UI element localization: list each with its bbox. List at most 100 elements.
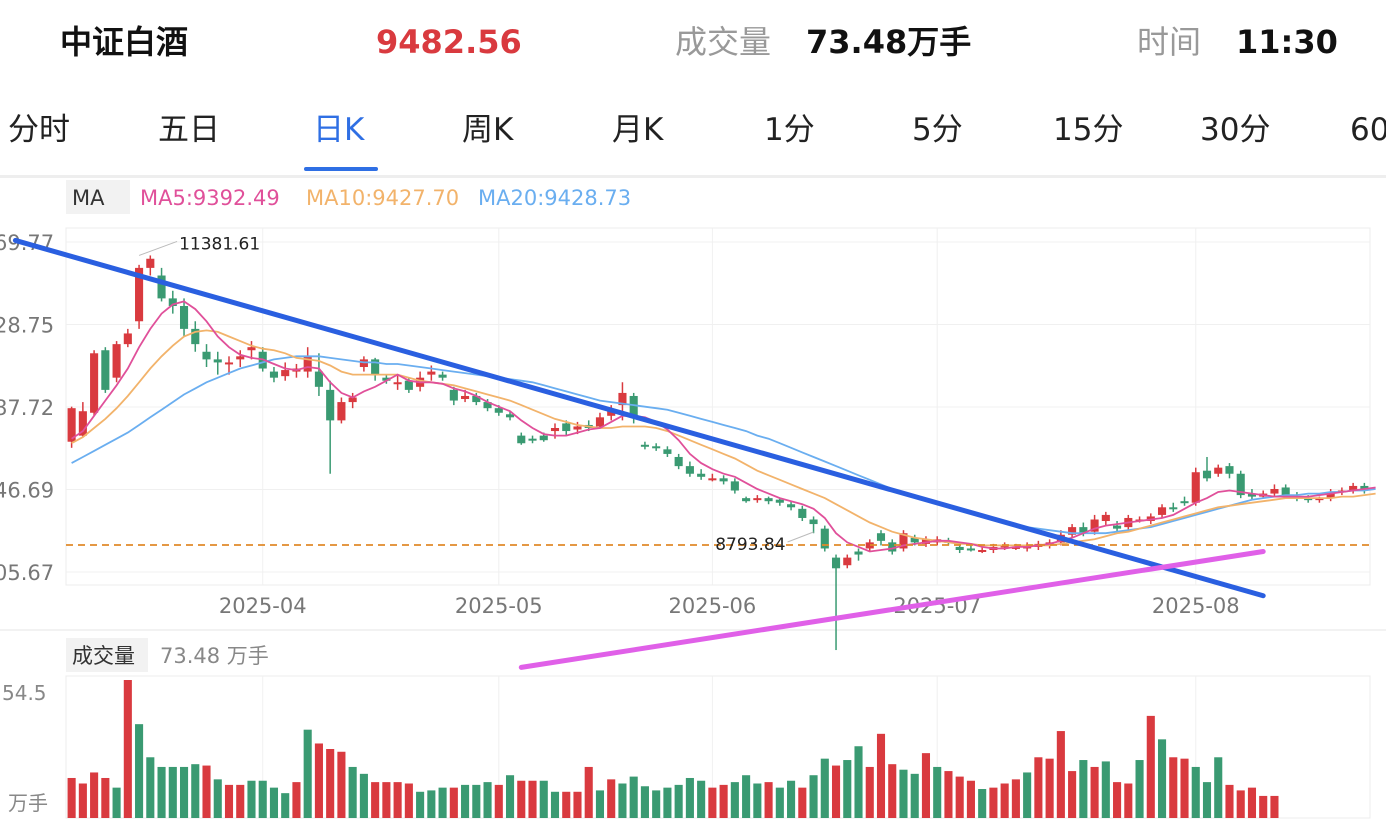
candle-body	[303, 356, 312, 372]
volume-bar	[135, 724, 144, 818]
candle-body	[1180, 501, 1189, 504]
candle-body	[393, 382, 402, 385]
tab-five-day[interactable]: 五日	[158, 112, 220, 148]
tab-weekly-k[interactable]: 周K	[462, 112, 514, 148]
candle-body	[843, 557, 852, 566]
ma-lines	[71, 300, 1376, 553]
candle-body	[708, 478, 717, 481]
volume-bar	[371, 782, 380, 818]
volume-bar	[629, 776, 638, 818]
volume-bar	[674, 784, 683, 818]
volume-bar	[303, 729, 312, 818]
candle-body	[1315, 498, 1324, 501]
candle-body	[1157, 507, 1167, 515]
volume-bar	[584, 766, 593, 818]
volume-bar	[1259, 795, 1268, 818]
volume-bars	[67, 680, 1279, 818]
volume-bar	[921, 753, 931, 818]
candle-body	[1101, 514, 1110, 522]
candle-body	[595, 417, 605, 427]
high-annotation: 11381.61	[179, 234, 260, 254]
volume-bar	[640, 786, 649, 818]
volume-bar	[292, 782, 301, 818]
volume-bar	[101, 777, 110, 818]
volume-bar	[1157, 739, 1167, 818]
y-tick-label: 87.72	[0, 396, 54, 420]
volume-bar	[1135, 760, 1144, 818]
tab-1min[interactable]: 1分	[764, 112, 815, 148]
volume-bar	[719, 784, 728, 818]
volume-bar	[809, 775, 818, 818]
tab-monthly-k[interactable]: 月K	[612, 112, 664, 148]
chart-grid	[0, 175, 1386, 819]
tab-intraday[interactable]: 分时	[8, 112, 70, 148]
volume-bar	[899, 769, 908, 818]
volume-unit: 万手	[8, 791, 48, 815]
annotation-leader	[787, 531, 814, 543]
candle-body	[348, 397, 357, 403]
date-axis: 2025-04 2025-05 2025-06 2025-07 2025-08	[219, 228, 1240, 818]
time-value: 11:30	[1236, 23, 1338, 61]
volume-bar	[494, 784, 503, 818]
ma10-line	[71, 329, 1376, 547]
tab-60min[interactable]: 60	[1350, 112, 1386, 148]
volume-bar	[1068, 771, 1077, 818]
ma-label[interactable]: MA	[72, 186, 105, 210]
volume-bar	[1056, 731, 1065, 818]
price-annotations: 11381.61 8793.84	[138, 234, 814, 555]
ma10-legend: MA10:9427.70	[306, 186, 459, 210]
x-tick-label: 2025-05	[455, 594, 543, 618]
x-tick-label: 2025-04	[219, 594, 307, 618]
ma-legend: MA MA5:9392.49 MA10:9427.70 MA20:9428.73	[66, 180, 631, 214]
tab-daily-k[interactable]: 日K	[313, 112, 365, 148]
tab-5min[interactable]: 5分	[912, 112, 963, 148]
candle-body	[404, 380, 413, 390]
candle-body	[730, 481, 739, 491]
x-tick-label: 2025-06	[669, 594, 757, 618]
candle-body	[1349, 485, 1358, 491]
volume-panel-value: 73.48 万手	[160, 644, 269, 668]
volume-bar	[1023, 772, 1032, 818]
volume-bar	[404, 783, 413, 818]
volume-bar	[90, 772, 99, 818]
volume-bar	[337, 751, 346, 818]
ma20-legend: MA20:9428.73	[478, 186, 631, 210]
volume-label: 成交量	[675, 23, 772, 61]
volume-bar	[888, 764, 897, 818]
trend-lines	[12, 237, 1370, 670]
volume-bar	[1202, 782, 1212, 818]
candle-body	[607, 409, 616, 416]
candle-body	[1247, 493, 1257, 497]
candle-body	[978, 549, 987, 552]
volume-panel-label[interactable]: 成交量	[72, 644, 135, 668]
candle-body	[787, 504, 796, 508]
volume-bar	[393, 782, 402, 818]
candle-body	[213, 359, 222, 363]
tab-30min[interactable]: 30分	[1200, 112, 1271, 148]
volume-bar	[1247, 787, 1257, 818]
volume-bar	[179, 766, 189, 818]
candle-body	[1281, 487, 1290, 496]
candle-body	[697, 473, 706, 477]
candle-body	[764, 498, 773, 502]
candle-body	[494, 408, 503, 413]
volume-bar	[247, 780, 256, 818]
volume-bar	[944, 771, 953, 818]
volume-bar	[1191, 766, 1200, 818]
candle-body	[1236, 473, 1245, 496]
candle-body	[629, 395, 638, 418]
candle-body	[550, 428, 560, 432]
candle-body	[798, 508, 807, 518]
volume-bar	[1225, 784, 1234, 818]
volume-bar	[1101, 761, 1110, 818]
volume-bar	[685, 777, 694, 818]
time-label: 时间	[1137, 23, 1202, 61]
candle-body	[146, 258, 155, 268]
volume-bar	[843, 760, 852, 818]
tab-15min[interactable]: 15分	[1053, 112, 1124, 148]
volume-bar	[449, 787, 458, 818]
candle-body	[168, 298, 177, 307]
volume-bar	[258, 780, 267, 818]
low-annotation: 8793.84	[715, 535, 785, 555]
